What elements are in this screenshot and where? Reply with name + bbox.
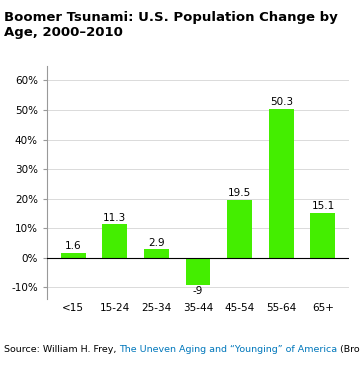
Text: 1.6: 1.6 <box>65 241 81 251</box>
Text: 2.9: 2.9 <box>148 238 165 247</box>
Text: 50.3: 50.3 <box>270 97 293 107</box>
Bar <box>144 249 169 258</box>
Bar <box>269 109 294 258</box>
Bar <box>102 224 127 258</box>
Text: 15.1: 15.1 <box>311 201 334 211</box>
Text: Boomer Tsunami: U.S. Population Change by Age, 2000–2010: Boomer Tsunami: U.S. Population Change b… <box>4 11 337 39</box>
Text: (Brookings Institution, 2011).: (Brookings Institution, 2011). <box>337 345 360 354</box>
Text: 11.3: 11.3 <box>103 213 126 223</box>
Text: -9: -9 <box>193 286 203 296</box>
Bar <box>60 253 86 258</box>
Bar <box>310 213 336 258</box>
Bar <box>185 258 211 284</box>
Bar <box>227 200 252 258</box>
Text: The Uneven Aging and “Younging” of America: The Uneven Aging and “Younging” of Ameri… <box>119 345 337 354</box>
Text: Source: William H. Frey,: Source: William H. Frey, <box>4 345 119 354</box>
Text: 19.5: 19.5 <box>228 188 251 199</box>
